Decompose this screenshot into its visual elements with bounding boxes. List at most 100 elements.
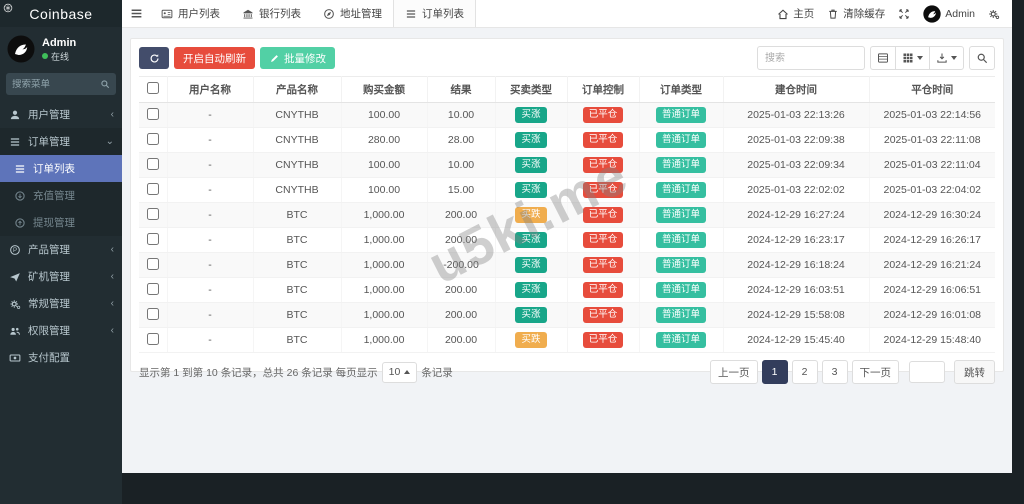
row-checkbox[interactable]	[146, 257, 159, 270]
order-type-badge: 普通订单	[655, 132, 706, 148]
row-checkbox[interactable]	[146, 182, 159, 195]
submenu-item-2[interactable]: 订单列表	[0, 155, 122, 182]
table-header-row: 用户名称 产品名称 购买金额 结果 买卖类型 订单控制 订单类型 建仓时间 平仓时间	[139, 76, 995, 103]
refresh-icon	[149, 53, 160, 64]
close-position-button[interactable]: 已平仓	[582, 232, 624, 248]
sidebar-item-7[interactable]: 常规管理 ‹	[0, 290, 122, 317]
table-row: - BTC 1,000.00 200.00 买涨 已平仓 普通订单 2024-1…	[139, 227, 995, 253]
nav-tab-1[interactable]: 银行列表	[231, 0, 312, 27]
svg-text:P: P	[12, 248, 16, 254]
sidebar-item-label: 提现管理	[33, 217, 75, 229]
sidebar-toggle-icon[interactable]	[122, 0, 150, 27]
sidebar-item-5[interactable]: P 产品管理 ‹	[0, 236, 122, 263]
refresh-button[interactable]	[139, 47, 169, 69]
cell-user: -	[167, 227, 254, 253]
sidebar-item-8[interactable]: 权限管理 ‹	[0, 317, 122, 344]
nav-tab-label: 订单列表	[422, 8, 464, 20]
sidebar-search-input[interactable]	[12, 78, 100, 90]
page-button-3[interactable]: 3	[821, 360, 848, 384]
jump-page-input[interactable]	[909, 361, 945, 383]
trash-icon	[827, 8, 839, 20]
prev-page-button[interactable]: 上一页	[710, 360, 758, 384]
select-all-checkbox[interactable]	[146, 82, 159, 94]
jump-button[interactable]: 跳转	[954, 360, 995, 384]
user-icon	[8, 109, 21, 121]
sidebar-item-9[interactable]: 支付配置	[0, 344, 122, 371]
cell-result: 10.00	[427, 152, 496, 178]
list-icon	[13, 163, 26, 175]
cell-user: -	[167, 177, 254, 203]
cell-open-time: 2024-12-29 16:27:24	[723, 202, 870, 228]
view-toggle-button[interactable]	[870, 46, 896, 70]
cell-user: -	[167, 127, 254, 153]
row-checkbox[interactable]	[146, 307, 159, 320]
sidebar-item-1[interactable]: 订单管理 ⌄	[0, 128, 122, 155]
page-size-select[interactable]: 10	[381, 361, 418, 383]
nav-tab-0[interactable]: 用户列表	[150, 0, 231, 27]
close-position-button[interactable]: 已平仓	[582, 107, 624, 123]
close-position-button[interactable]: 已平仓	[582, 182, 624, 198]
sidebar-item-0[interactable]: 用户管理 ‹	[0, 101, 122, 128]
columns-button[interactable]	[895, 46, 930, 70]
chevron-left-icon: ‹	[110, 324, 114, 336]
column-header: 购买金额	[341, 76, 428, 103]
home-link[interactable]: 主页	[777, 6, 814, 21]
submenu-item-4[interactable]: 提现管理	[0, 209, 122, 236]
column-header: 用户名称	[167, 76, 254, 103]
table-footer: 显示第 1 到第 10 条记录，总共 26 条记录 每页显示 10 条记录 上一…	[139, 360, 995, 384]
row-checkbox[interactable]	[146, 207, 159, 220]
nav-tab-label: 地址管理	[340, 8, 382, 20]
orders-icon	[8, 136, 21, 148]
cell-close-time: 2024-12-29 16:21:24	[869, 252, 995, 278]
row-checkbox[interactable]	[146, 282, 159, 295]
sidebar-item-label: 支付配置	[28, 352, 70, 364]
search-icon[interactable]	[100, 79, 110, 89]
settings-icon	[8, 298, 21, 310]
cell-user: -	[167, 252, 254, 278]
close-position-button[interactable]: 已平仓	[582, 307, 624, 323]
brand-logo[interactable]: Coinbase	[0, 0, 122, 27]
payment-icon	[8, 352, 21, 364]
close-position-button[interactable]: 已平仓	[582, 282, 624, 298]
row-checkbox[interactable]	[146, 232, 159, 245]
cell-user: -	[167, 277, 254, 303]
close-position-button[interactable]: 已平仓	[582, 207, 624, 223]
close-position-button[interactable]: 已平仓	[582, 157, 624, 173]
main-area: 用户列表 银行列表 地址管理 订单列表 主页 清除缓存 Admin	[122, 0, 1012, 473]
side-badge: 买涨	[515, 307, 547, 323]
cell-amount: 1,000.00	[341, 227, 428, 253]
export-button[interactable]	[929, 46, 964, 70]
row-checkbox[interactable]	[146, 132, 159, 145]
close-position-button[interactable]: 已平仓	[582, 257, 624, 273]
gear-icon[interactable]	[988, 8, 1000, 20]
row-checkbox[interactable]	[146, 332, 159, 345]
close-position-button[interactable]: 已平仓	[582, 132, 624, 148]
nav-tab-2[interactable]: 地址管理	[312, 0, 393, 27]
nav-tab-3[interactable]: 订单列表	[393, 0, 476, 27]
next-page-button[interactable]: 下一页	[851, 360, 899, 384]
order-type-badge: 普通订单	[655, 182, 706, 198]
auto-refresh-button[interactable]: 开启自动刷新	[174, 47, 255, 69]
table-search-input[interactable]	[757, 46, 865, 70]
close-position-button[interactable]: 已平仓	[582, 332, 624, 348]
table-row: - BTC 1,000.00 200.00 买跌 已平仓 普通订单 2024-1…	[139, 202, 995, 228]
fullscreen-icon[interactable]	[898, 8, 910, 20]
cell-product: CNYTHB	[253, 102, 342, 128]
submenu-item-3[interactable]: 充值管理	[0, 182, 122, 209]
sidebar-item-label: 矿机管理	[28, 271, 70, 283]
card-view-icon	[877, 52, 889, 64]
search-button[interactable]	[969, 46, 995, 70]
sidebar-item-6[interactable]: 矿机管理 ‹	[0, 263, 122, 290]
cell-amount: 1,000.00	[341, 252, 428, 278]
user-panel: Admin 在线	[0, 27, 122, 69]
clear-cache-link[interactable]: 清除缓存	[827, 6, 885, 21]
page-button-1[interactable]: 1	[761, 360, 788, 384]
page-button-2[interactable]: 2	[791, 360, 818, 384]
batch-edit-button[interactable]: 批量修改	[260, 47, 335, 69]
row-checkbox[interactable]	[146, 157, 159, 170]
row-checkbox[interactable]	[146, 107, 159, 120]
side-badge: 买跌	[515, 207, 547, 223]
list-icon	[405, 8, 417, 20]
cell-amount: 1,000.00	[341, 202, 428, 228]
account-menu[interactable]: Admin	[923, 4, 975, 23]
